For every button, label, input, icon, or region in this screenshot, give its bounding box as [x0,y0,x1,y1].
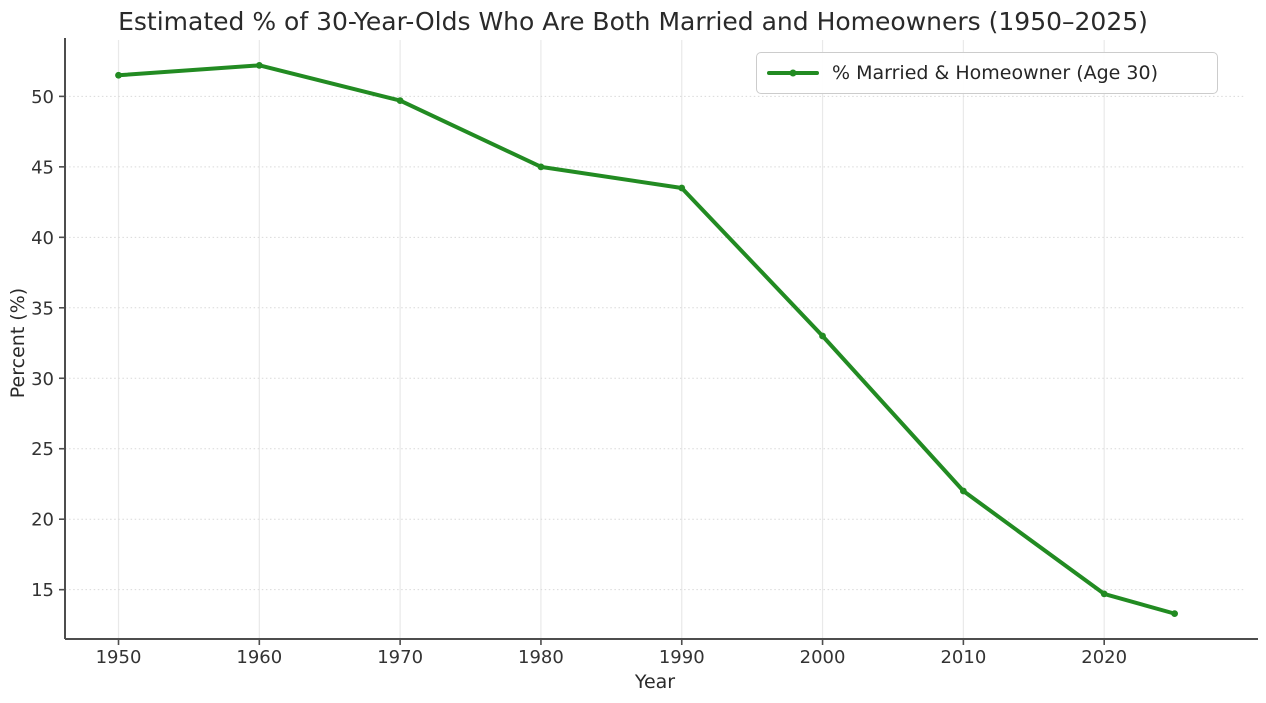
y-tick-label: 15 [31,580,54,601]
data-point-marker [678,184,686,192]
y-tick-label: 35 [31,298,54,319]
x-axis-label: Year [634,671,676,693]
y-tick-label: 45 [31,157,54,178]
y-tick-label: 40 [31,228,54,249]
y-axis-label: Percent (%) [7,287,29,399]
x-tick-label: 2020 [1081,647,1127,668]
y-tick-label: 50 [31,87,54,108]
chart-title: Estimated % of 30-Year-Olds Who Are Both… [118,7,1148,36]
legend-label: % Married & Homeowner (Age 30) [832,62,1158,84]
x-tick-label: 1970 [377,647,423,668]
y-tick-label: 20 [31,510,54,531]
data-point-marker [819,332,826,340]
data-point-marker [396,97,404,105]
legend: % Married & Homeowner (Age 30) [756,52,1218,94]
y-tick-label: 25 [31,439,54,460]
series-line [116,63,1177,616]
x-tick-label: 1950 [96,647,142,668]
data-point-marker [959,487,967,495]
data-point-marker [537,163,545,171]
x-tick-label: 1960 [236,647,282,668]
legend-line-sample [767,69,819,77]
data-point-marker [115,71,122,79]
y-tick-label: 30 [31,369,54,390]
x-tick-label: 1990 [659,647,705,668]
data-point-marker [1171,610,1178,618]
x-tick-label: 2000 [800,647,846,668]
data-point-marker [255,61,263,69]
x-tick-label: 2010 [940,647,986,668]
data-point-marker [1100,590,1108,598]
legend-series-marker-icon [789,69,797,77]
x-tick-label: 1980 [518,647,564,668]
